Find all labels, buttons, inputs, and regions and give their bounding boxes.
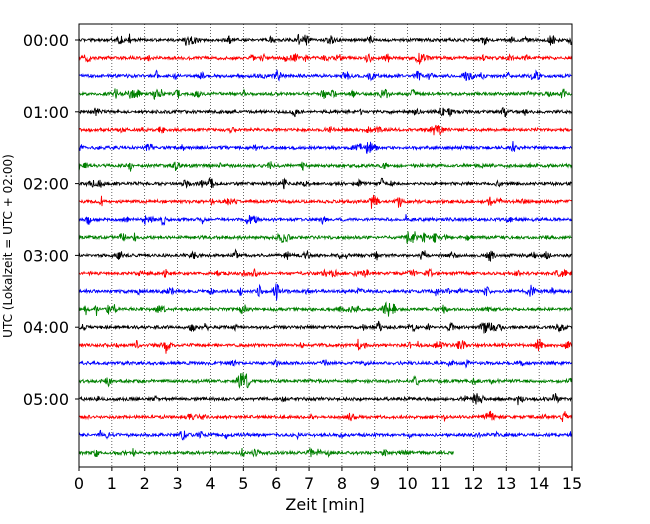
trace-0545 <box>78 447 454 458</box>
x-tick-label-10: 10 <box>397 474 417 493</box>
x-tick-label-3: 3 <box>173 474 183 493</box>
x-tick-label-0: 0 <box>74 474 84 493</box>
trace-0145 <box>78 161 573 172</box>
trace-0100 <box>78 106 573 118</box>
x-axis-label: Zeit [min] <box>285 495 364 514</box>
trace-0215 <box>78 194 573 209</box>
y-tick-label-0200: 02:00 <box>23 175 69 194</box>
x-tick-label-8: 8 <box>337 474 347 493</box>
x-tick-label-1: 1 <box>107 474 117 493</box>
trace-0430 <box>78 358 573 369</box>
trace-0300 <box>78 248 573 262</box>
trace-0415 <box>78 338 573 354</box>
x-tick-label-9: 9 <box>370 474 380 493</box>
trace-0045 <box>78 88 573 100</box>
x-tick-label-15: 15 <box>562 474 582 493</box>
x-tick-label-6: 6 <box>271 474 281 493</box>
x-axis: 0 1 2 3 4 5 6 7 8 9 10 11 12 13 14 15 <box>74 467 582 493</box>
trace-0445 <box>78 372 573 389</box>
x-tick-label-5: 5 <box>238 474 248 493</box>
trace-0315 <box>78 268 573 278</box>
trace-0130 <box>78 141 573 154</box>
y-tick-label-0500: 05:00 <box>23 390 69 409</box>
grid-layer <box>111 24 540 467</box>
trace-0200 <box>78 176 573 190</box>
x-tick-label-14: 14 <box>529 474 549 493</box>
trace-0345 <box>78 301 573 317</box>
traces-layer <box>78 33 573 458</box>
trace-0500 <box>78 393 573 406</box>
y-tick-label-0400: 04:00 <box>23 318 69 337</box>
y-tick-label-0100: 01:00 <box>23 103 69 122</box>
trace-0515 <box>78 410 573 423</box>
trace-0230 <box>78 214 573 226</box>
trace-0015 <box>78 52 573 66</box>
plot-frame <box>78 23 573 468</box>
trace-0400 <box>78 320 573 334</box>
trace-0330 <box>78 283 573 301</box>
x-tick-label-7: 7 <box>304 474 314 493</box>
trace-0030 <box>78 69 573 82</box>
y-tick-label-0000: 00:00 <box>23 31 69 50</box>
trace-0530 <box>78 429 573 441</box>
y-axis-label: UTC (Lokalzeit = UTC + 02:00) <box>1 154 15 338</box>
x-tick-label-12: 12 <box>463 474 483 493</box>
x-tick-label-4: 4 <box>205 474 215 493</box>
trace-0000 <box>78 33 573 46</box>
x-tick-label-11: 11 <box>430 474 450 493</box>
trace-0115 <box>78 124 573 136</box>
x-tick-label-2: 2 <box>140 474 150 493</box>
y-tick-label-0300: 03:00 <box>23 246 69 265</box>
trace-0245 <box>78 231 573 244</box>
y-axis: 00:00 01:00 02:00 03:00 04:00 05:00 <box>23 31 79 409</box>
x-tick-label-13: 13 <box>496 474 516 493</box>
